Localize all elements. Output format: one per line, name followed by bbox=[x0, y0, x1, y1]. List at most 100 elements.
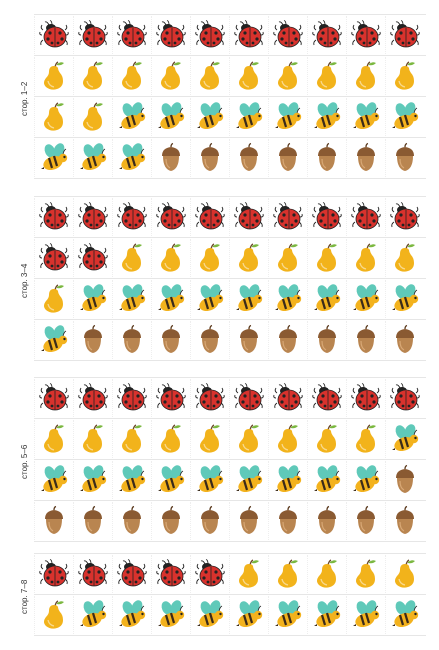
bee-icon bbox=[112, 280, 150, 318]
ladybug-icon bbox=[151, 555, 189, 593]
bee-icon bbox=[151, 461, 189, 499]
pear-icon bbox=[307, 420, 345, 458]
ladybug-icon bbox=[385, 379, 423, 417]
bee-icon bbox=[385, 596, 423, 634]
ladybug-icon bbox=[73, 239, 111, 277]
bee-icon bbox=[268, 98, 306, 136]
pear-icon bbox=[385, 57, 423, 95]
sticker-row bbox=[34, 379, 429, 417]
ladybug-icon bbox=[190, 198, 228, 236]
bee-icon bbox=[229, 461, 267, 499]
pear-icon bbox=[73, 57, 111, 95]
ladybug-icon bbox=[229, 16, 267, 54]
acorn-icon bbox=[112, 502, 150, 540]
cut-line bbox=[34, 594, 426, 595]
bee-icon bbox=[34, 461, 72, 499]
sticker-block: стор. 1–2 bbox=[0, 14, 439, 179]
bee-icon bbox=[73, 461, 111, 499]
ladybug-icon bbox=[268, 16, 306, 54]
cut-line bbox=[34, 500, 426, 501]
acorn-icon bbox=[385, 502, 423, 540]
pear-icon bbox=[190, 57, 228, 95]
acorn-icon bbox=[190, 502, 228, 540]
bee-icon bbox=[151, 596, 189, 634]
bee-icon bbox=[229, 280, 267, 318]
pear-icon bbox=[34, 57, 72, 95]
bee-icon bbox=[268, 280, 306, 318]
ladybug-icon bbox=[307, 16, 345, 54]
pear-icon bbox=[307, 239, 345, 277]
sticker-row bbox=[34, 555, 429, 593]
acorn-icon bbox=[190, 321, 228, 359]
cut-line bbox=[34, 137, 426, 138]
pear-icon bbox=[268, 239, 306, 277]
bee-icon bbox=[385, 280, 423, 318]
cut-line bbox=[34, 14, 426, 15]
bee-icon bbox=[346, 98, 384, 136]
pear-icon bbox=[34, 98, 72, 136]
bee-icon bbox=[151, 280, 189, 318]
bee-icon bbox=[112, 596, 150, 634]
acorn-icon bbox=[73, 321, 111, 359]
sticker-block: стор. 3–4 bbox=[0, 196, 439, 361]
sticker-row bbox=[34, 420, 429, 458]
pear-icon bbox=[190, 420, 228, 458]
acorn-icon bbox=[307, 139, 345, 177]
pear-icon bbox=[346, 555, 384, 593]
sticker-row bbox=[34, 98, 429, 136]
bee-icon bbox=[346, 280, 384, 318]
pear-icon bbox=[346, 57, 384, 95]
acorn-icon bbox=[268, 139, 306, 177]
ladybug-icon bbox=[112, 379, 150, 417]
acorn-icon bbox=[268, 321, 306, 359]
ladybug-icon bbox=[190, 16, 228, 54]
acorn-icon bbox=[151, 321, 189, 359]
bee-icon bbox=[151, 98, 189, 136]
pear-icon bbox=[151, 420, 189, 458]
bee-icon bbox=[346, 461, 384, 499]
acorn-icon bbox=[346, 139, 384, 177]
ladybug-icon bbox=[34, 16, 72, 54]
acorn-icon bbox=[73, 502, 111, 540]
ladybug-icon bbox=[151, 198, 189, 236]
ladybug-icon bbox=[307, 198, 345, 236]
acorn-icon bbox=[268, 502, 306, 540]
pear-icon bbox=[346, 239, 384, 277]
bee-icon bbox=[34, 139, 72, 177]
pear-icon bbox=[34, 420, 72, 458]
pear-icon bbox=[229, 555, 267, 593]
cut-line bbox=[34, 96, 426, 97]
cut-line bbox=[34, 278, 426, 279]
pear-icon bbox=[229, 239, 267, 277]
acorn-icon bbox=[151, 502, 189, 540]
cut-line bbox=[34, 459, 426, 460]
acorn-icon bbox=[385, 139, 423, 177]
ladybug-icon bbox=[34, 239, 72, 277]
ladybug-icon bbox=[385, 198, 423, 236]
bee-icon bbox=[190, 461, 228, 499]
page-range-label: стор. 3–4 bbox=[20, 263, 29, 298]
pear-icon bbox=[151, 57, 189, 95]
acorn-icon bbox=[385, 461, 423, 499]
pear-icon bbox=[190, 239, 228, 277]
bee-icon bbox=[307, 280, 345, 318]
page-range-label: стор. 7–8 bbox=[20, 579, 29, 614]
cut-line bbox=[34, 541, 426, 542]
pear-icon bbox=[268, 57, 306, 95]
bee-icon bbox=[73, 280, 111, 318]
bee-icon bbox=[190, 280, 228, 318]
pear-icon bbox=[34, 280, 72, 318]
sticker-row bbox=[34, 57, 429, 95]
acorn-icon bbox=[190, 139, 228, 177]
bee-icon bbox=[268, 461, 306, 499]
bee-icon bbox=[385, 98, 423, 136]
ladybug-icon bbox=[112, 555, 150, 593]
bee-icon bbox=[190, 98, 228, 136]
bee-icon bbox=[229, 98, 267, 136]
ladybug-icon bbox=[73, 16, 111, 54]
ladybug-icon bbox=[229, 379, 267, 417]
bee-icon bbox=[385, 420, 423, 458]
sticker-block: стор. 7–8 bbox=[0, 553, 439, 636]
pear-icon bbox=[346, 420, 384, 458]
ladybug-icon bbox=[34, 198, 72, 236]
